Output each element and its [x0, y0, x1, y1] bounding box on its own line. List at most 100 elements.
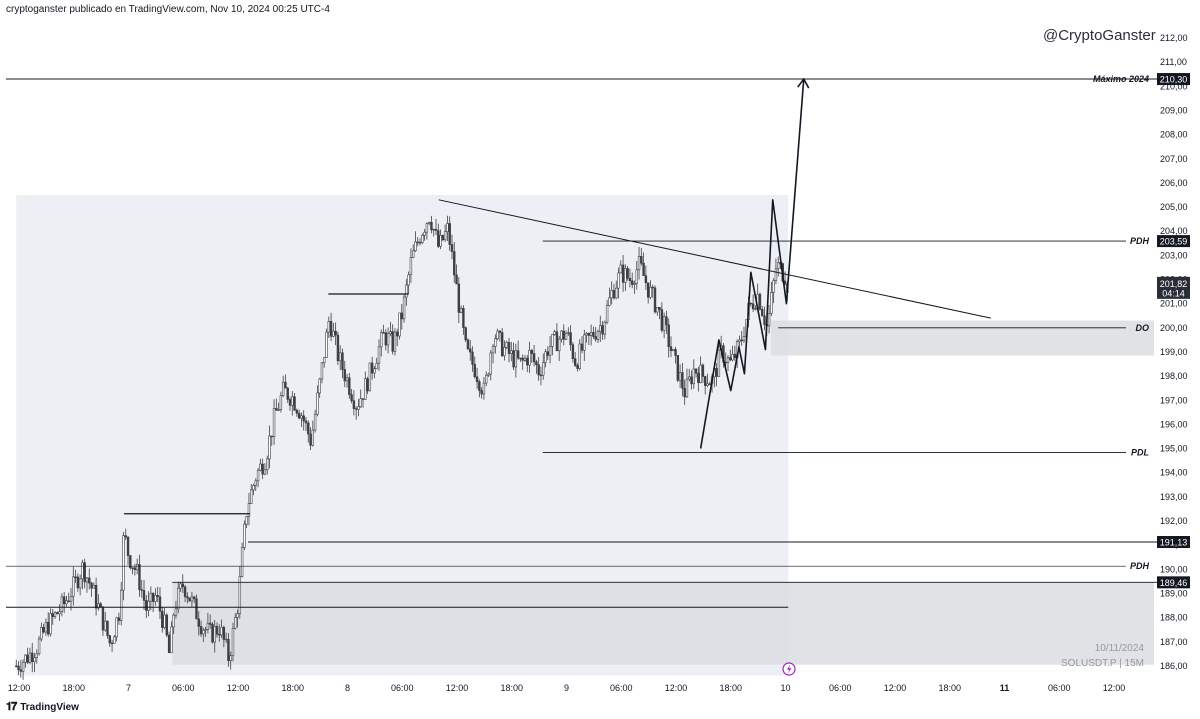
candle: [432, 228, 435, 237]
candle-body: [268, 435, 271, 460]
symbol-interval: SOLUSDT.P | 15M: [1061, 658, 1144, 669]
candle: [151, 592, 155, 613]
candle-body: [599, 325, 602, 332]
candle: [537, 357, 540, 381]
candle-body: [313, 413, 317, 431]
current-price-text: 201,82: [1160, 279, 1188, 289]
candle: [15, 659, 18, 668]
candle-body: [17, 665, 20, 670]
candle: [234, 613, 237, 630]
zones-layer: [16, 194, 1155, 676]
candle: [338, 345, 342, 371]
candle-body: [437, 230, 440, 247]
y-tick-label: 204,00: [1160, 226, 1188, 236]
candle: [665, 310, 668, 335]
x-tick-label: 18:00: [500, 683, 523, 693]
candle: [523, 354, 527, 363]
alert-layer: [782, 662, 796, 676]
candle: [660, 302, 664, 333]
candle-body: [450, 244, 454, 252]
candle-body: [774, 268, 778, 281]
candle: [277, 402, 280, 412]
candle-body: [469, 348, 472, 353]
candle-body: [391, 331, 394, 352]
candle-body: [15, 665, 18, 668]
candle-body: [580, 343, 584, 351]
candle: [332, 322, 335, 338]
candle: [106, 620, 109, 639]
candle-body: [690, 376, 693, 385]
candle: [576, 363, 579, 372]
candle-body: [592, 332, 595, 337]
candle: [411, 244, 415, 258]
candle: [398, 312, 401, 340]
candle: [733, 345, 737, 361]
candle: [475, 367, 479, 389]
candle: [776, 256, 780, 277]
candle: [434, 218, 438, 235]
x-tick-label: 12:00: [8, 683, 31, 693]
candle: [396, 328, 399, 347]
candle: [656, 306, 659, 316]
candle: [97, 594, 100, 611]
candle-body: [724, 361, 727, 364]
candle: [619, 260, 622, 274]
candle: [391, 324, 394, 355]
candle: [124, 528, 127, 540]
y-tick-label: 193,00: [1160, 492, 1188, 502]
candles-layer: [15, 215, 789, 680]
candle-body: [608, 297, 611, 306]
candle: [448, 216, 451, 251]
candle-body: [120, 589, 123, 621]
candle: [120, 581, 123, 626]
candle-body: [101, 606, 105, 631]
candle: [138, 554, 141, 597]
candle-body: [569, 332, 572, 346]
candle-body: [186, 596, 189, 599]
candle-body: [293, 396, 296, 411]
candle-body: [113, 636, 116, 644]
candle-body: [99, 603, 102, 607]
candle: [183, 585, 187, 602]
candle-body: [307, 422, 310, 435]
candle-body: [646, 282, 650, 298]
candle: [65, 596, 68, 607]
candle: [498, 330, 502, 342]
candle: [742, 326, 746, 343]
candle: [236, 609, 239, 628]
candle-body: [158, 596, 162, 612]
candle-body: [523, 357, 527, 361]
candle: [67, 592, 70, 603]
candle-body: [227, 638, 230, 661]
candle-body: [147, 600, 150, 611]
candle-body: [740, 339, 743, 342]
candle-body: [519, 357, 522, 360]
candle-body: [537, 364, 540, 376]
candle-body: [265, 458, 269, 471]
candle-body: [694, 368, 698, 374]
candle-body: [213, 626, 216, 643]
candle-body: [516, 350, 520, 359]
candle-body: [683, 387, 686, 398]
candle-body: [65, 600, 68, 605]
candle: [630, 272, 634, 289]
y-tick-label: 196,00: [1160, 419, 1188, 429]
candle: [158, 587, 162, 620]
candle-body: [284, 381, 287, 389]
candle-body: [327, 321, 330, 333]
tradingview-logo[interactable]: 𝟏𝟕 TradingView: [6, 701, 79, 714]
candle-body: [124, 535, 127, 538]
candle: [690, 370, 693, 390]
candle: [149, 586, 153, 611]
candle-body: [224, 638, 228, 641]
candle: [163, 607, 166, 630]
candle-body: [726, 357, 730, 363]
candle-body: [615, 287, 618, 299]
candle-body: [749, 302, 753, 305]
candle-body: [270, 435, 273, 438]
candle-body: [535, 361, 538, 366]
x-tick-label: 06:00: [829, 683, 852, 693]
candle-body: [149, 592, 153, 602]
